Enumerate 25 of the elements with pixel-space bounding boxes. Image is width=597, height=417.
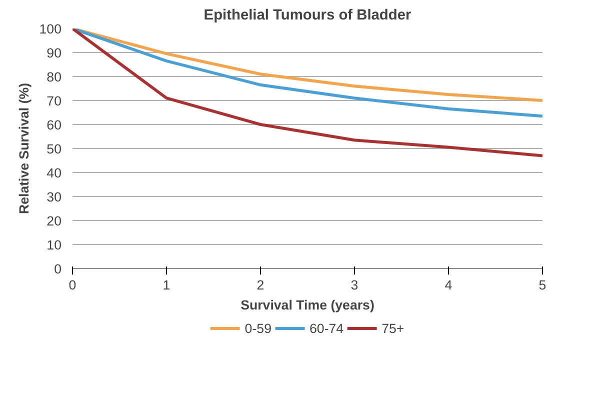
y-tick-label: 90 (46, 46, 62, 60)
y-tick-label: 60 (46, 118, 62, 132)
chart-title: Epithelial Tumours of Bladder (204, 8, 412, 24)
x-tick-label: 5 (538, 278, 546, 292)
x-tick-label: 1 (162, 278, 170, 292)
line-series (72, 28, 542, 118)
line-series (72, 28, 542, 158)
y-tick-label: 80 (46, 70, 62, 84)
y-tick-label: 0 (54, 262, 62, 276)
y-tick-label: 100 (39, 22, 62, 36)
x-tick-label: 0 (68, 278, 76, 292)
y-axis-title: Relative Survival (%) (16, 82, 32, 214)
y-tick-label: 40 (46, 166, 62, 180)
legend-label: 0-59 (244, 320, 272, 336)
x-tick-label: 3 (350, 278, 358, 292)
y-tick-label: 50 (46, 142, 62, 156)
y-tick-label: 30 (46, 190, 62, 204)
x-tick-label: 4 (444, 278, 453, 292)
y-tick-label: 10 (46, 238, 62, 252)
y-tick-label: 70 (46, 94, 62, 108)
legend-label: 75+ (382, 320, 404, 336)
x-axis-title: Survival Time (years) (240, 298, 374, 312)
legend-label: 60-74 (309, 320, 344, 336)
x-tick-label: 2 (256, 278, 264, 292)
y-tick-label: 20 (46, 214, 62, 228)
